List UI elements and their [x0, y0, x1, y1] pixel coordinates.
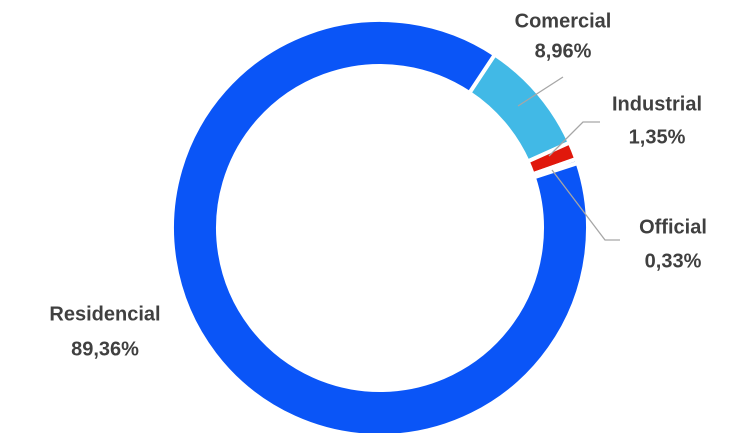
slice-label: Comercial: [515, 10, 612, 32]
slice-value-label: 1,35%: [629, 126, 686, 148]
slice-value-label: 89,36%: [71, 338, 139, 360]
slice-value-label: 0,33%: [645, 250, 702, 272]
slice-label: Official: [639, 216, 707, 238]
donut: [170, 18, 590, 433]
slice-value-label: 8,96%: [535, 40, 592, 62]
leader-line: [517, 76, 564, 107]
slice-label: Industrial: [612, 93, 702, 115]
leader-line: [548, 121, 600, 157]
donut-slice: [170, 18, 590, 433]
slice-label: Residencial: [49, 303, 160, 325]
leader-line: [551, 169, 620, 241]
